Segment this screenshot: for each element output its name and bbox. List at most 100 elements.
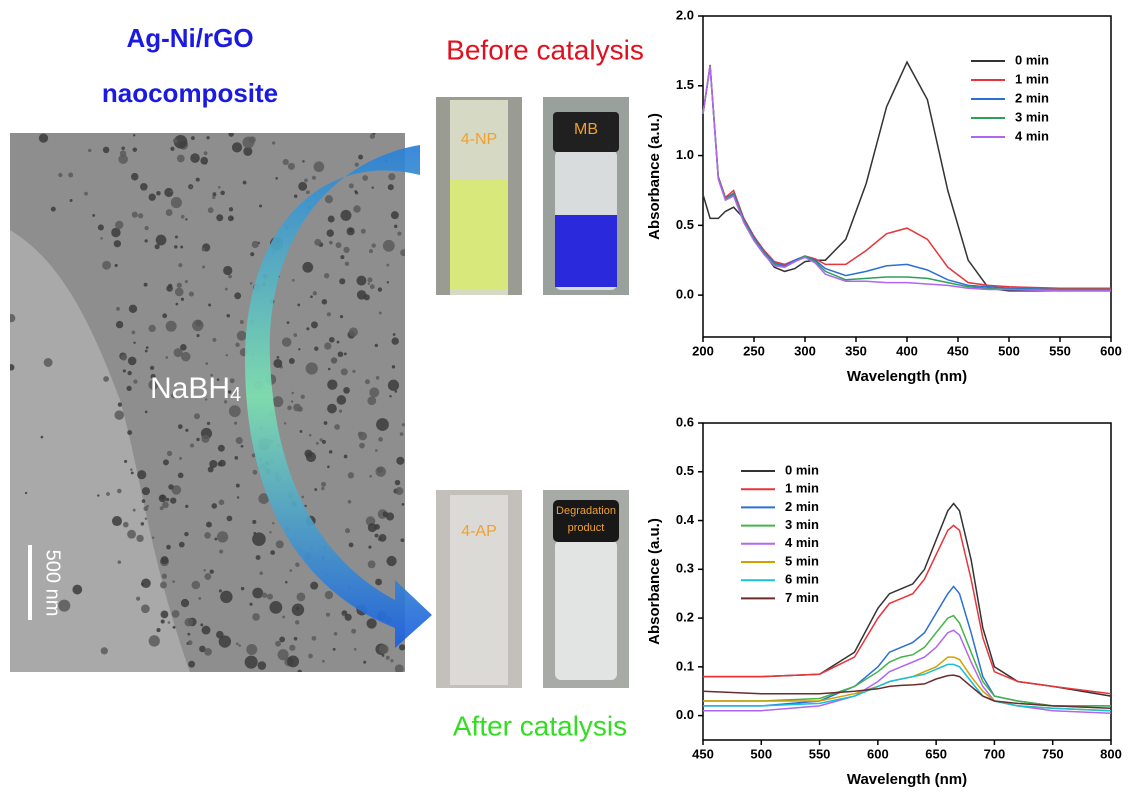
- particle: [155, 244, 160, 249]
- particle: [314, 488, 317, 491]
- particle: [376, 418, 389, 431]
- particle: [399, 644, 405, 650]
- particle: [178, 263, 182, 267]
- particle: [202, 266, 205, 269]
- particle: [196, 178, 200, 182]
- particle: [160, 582, 167, 589]
- particle: [277, 356, 280, 359]
- particle: [191, 136, 195, 140]
- particle: [275, 177, 278, 180]
- particle: [202, 626, 211, 635]
- particle: [136, 535, 143, 542]
- particle: [349, 183, 354, 188]
- particle: [369, 387, 379, 397]
- particle: [375, 344, 378, 347]
- legend-label: 0 min: [1015, 52, 1049, 67]
- particle: [340, 315, 343, 318]
- particle: [306, 362, 318, 374]
- particle: [111, 228, 120, 237]
- particle: [184, 532, 188, 536]
- particle: [275, 641, 281, 647]
- particle: [372, 243, 376, 247]
- particle: [402, 423, 405, 426]
- particle: [118, 402, 122, 406]
- x-tick-label: 400: [896, 343, 918, 358]
- legend-label: 1 min: [785, 481, 819, 496]
- particle: [368, 282, 370, 284]
- particle: [339, 278, 345, 284]
- particle: [220, 591, 232, 603]
- particle: [312, 636, 317, 641]
- y-tick-label: 0.5: [676, 217, 694, 232]
- particle: [321, 487, 324, 490]
- particle: [245, 656, 258, 669]
- legend-label: 7 min: [785, 590, 819, 605]
- particle: [142, 487, 150, 495]
- particle: [145, 350, 148, 353]
- particle: [126, 386, 131, 391]
- particle: [333, 648, 336, 651]
- particle: [137, 470, 146, 479]
- particle: [214, 538, 217, 541]
- particle: [133, 509, 136, 512]
- particle: [181, 215, 185, 219]
- particle: [374, 524, 380, 530]
- particle: [329, 337, 335, 343]
- particle: [166, 209, 173, 216]
- particle: [314, 346, 318, 350]
- particle: [138, 213, 143, 218]
- particle: [304, 505, 306, 507]
- particle: [375, 449, 378, 452]
- particle: [236, 642, 239, 645]
- particle: [173, 626, 176, 629]
- particle: [192, 320, 204, 332]
- particle: [141, 579, 151, 589]
- particle: [129, 305, 137, 313]
- x-tick-label: 250: [743, 343, 765, 358]
- particle: [353, 205, 360, 212]
- particle: [144, 239, 147, 242]
- particle: [270, 550, 275, 555]
- particle: [7, 314, 15, 322]
- particle: [102, 261, 111, 270]
- particle: [336, 242, 342, 248]
- particle: [112, 516, 122, 526]
- particle: [41, 436, 44, 439]
- particle: [295, 620, 299, 624]
- x-tick-label: 350: [845, 343, 867, 358]
- particle: [306, 327, 309, 330]
- particle: [170, 147, 174, 151]
- particle: [348, 500, 352, 504]
- particle: [383, 240, 395, 252]
- x-tick-label: 550: [809, 746, 831, 761]
- particle: [177, 155, 185, 163]
- particle: [194, 413, 200, 419]
- particle: [106, 492, 110, 496]
- particle: [356, 276, 366, 286]
- particle: [249, 603, 252, 606]
- particle: [386, 264, 389, 267]
- particle: [218, 186, 221, 189]
- particle: [185, 218, 187, 220]
- legend-label: 1 min: [1015, 71, 1049, 86]
- particle: [216, 214, 223, 221]
- particle: [145, 518, 147, 520]
- particle: [213, 338, 217, 342]
- particle: [388, 380, 399, 391]
- particle: [325, 195, 333, 203]
- particle: [366, 618, 376, 628]
- particle: [362, 175, 368, 181]
- particle: [322, 660, 325, 663]
- particle: [376, 376, 380, 380]
- particle: [375, 534, 379, 538]
- y-tick-label: 0.2: [676, 610, 694, 625]
- x-tick-label: 450: [947, 343, 969, 358]
- reagent-text: NaBH: [150, 372, 230, 405]
- particle: [226, 354, 228, 356]
- x-axis-label: Wavelength (nm): [847, 771, 967, 788]
- particle: [334, 424, 340, 430]
- particle: [308, 654, 313, 659]
- particle: [322, 299, 328, 305]
- particle: [309, 434, 312, 437]
- series-line: [703, 504, 1111, 697]
